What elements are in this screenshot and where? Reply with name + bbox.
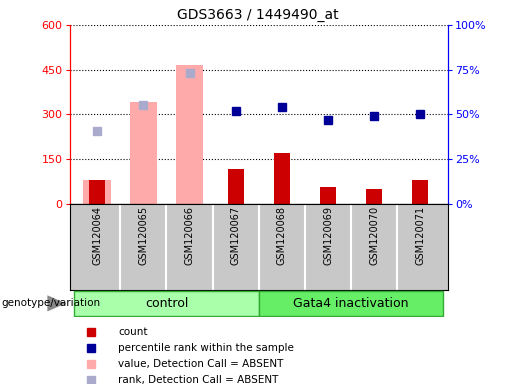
Text: value, Detection Call = ABSENT: value, Detection Call = ABSENT [118, 359, 284, 369]
Text: control: control [145, 297, 188, 310]
Bar [413, 180, 428, 204]
Text: genotype/variation: genotype/variation [2, 298, 100, 308]
Bar [274, 153, 290, 204]
Text: GSM120066: GSM120066 [184, 206, 195, 265]
Bar [130, 103, 157, 204]
Text: GDS3663 / 1449490_at: GDS3663 / 1449490_at [177, 8, 338, 22]
Bar [89, 180, 105, 204]
Text: count: count [118, 327, 148, 337]
Bar [83, 180, 111, 204]
Text: Gata4 inactivation: Gata4 inactivation [294, 297, 409, 310]
Text: percentile rank within the sample: percentile rank within the sample [118, 343, 295, 353]
Text: rank, Detection Call = ABSENT: rank, Detection Call = ABSENT [118, 374, 279, 384]
Text: GSM120068: GSM120068 [277, 206, 287, 265]
Bar [320, 187, 336, 204]
Text: GSM120071: GSM120071 [416, 206, 425, 265]
Bar [366, 189, 382, 204]
Text: GSM120064: GSM120064 [92, 206, 102, 265]
Bar [176, 65, 203, 204]
Bar [228, 169, 244, 204]
FancyBboxPatch shape [259, 291, 443, 316]
Text: GSM120069: GSM120069 [323, 206, 333, 265]
Text: GSM120067: GSM120067 [231, 206, 241, 265]
Polygon shape [47, 295, 66, 311]
Text: GSM120070: GSM120070 [369, 206, 379, 265]
Text: GSM120065: GSM120065 [139, 206, 148, 265]
FancyBboxPatch shape [74, 291, 259, 316]
